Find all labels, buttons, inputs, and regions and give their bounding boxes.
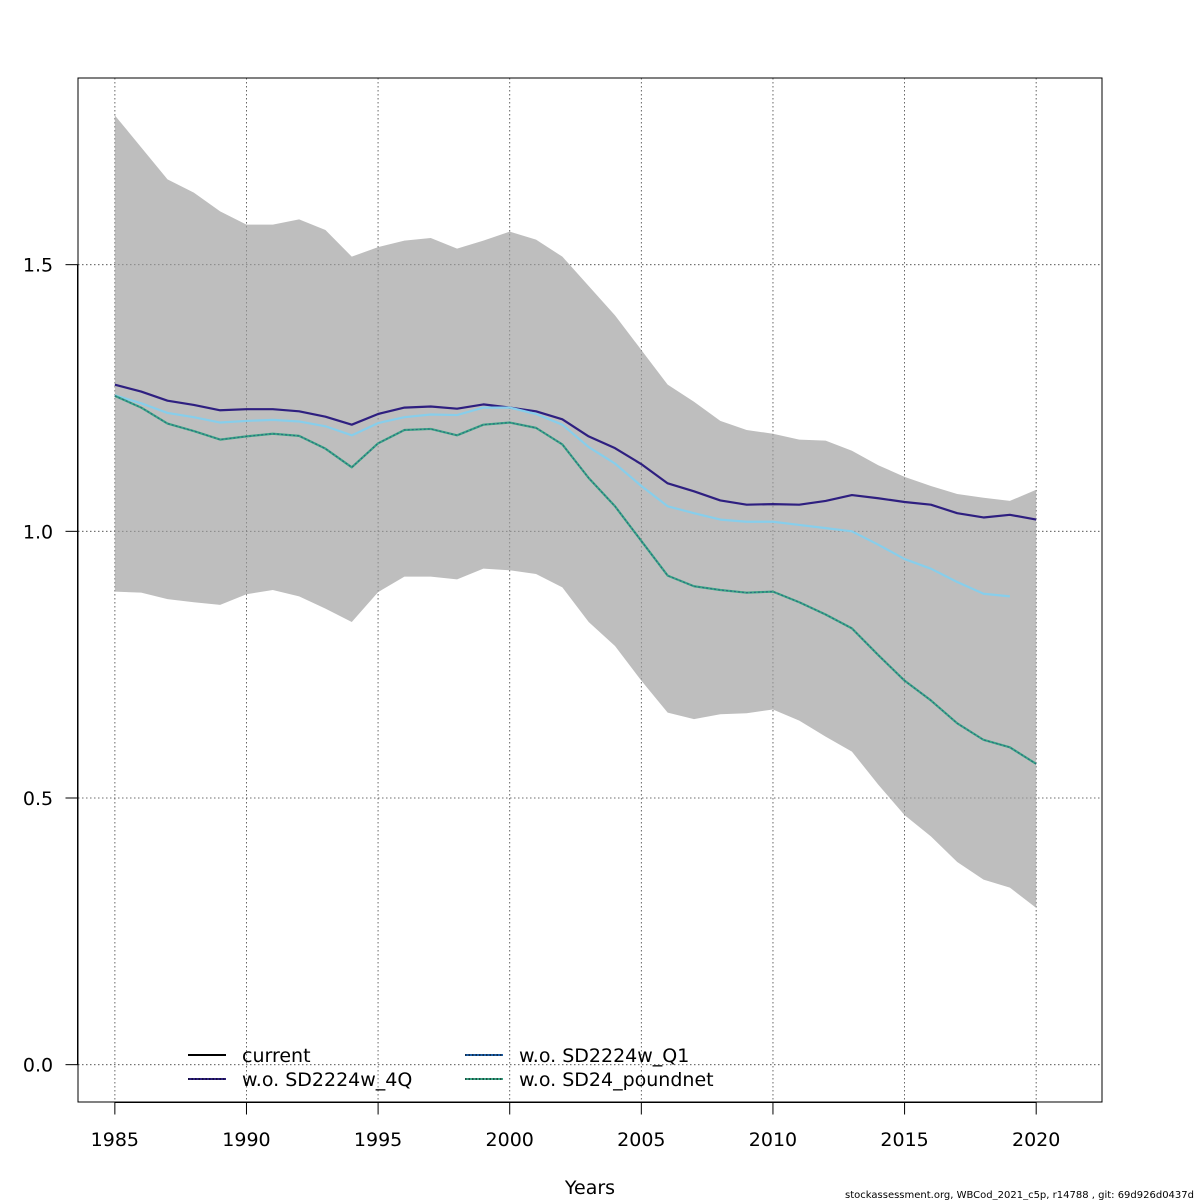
x-tick-label: 1995 [354,1129,402,1151]
grid-overlay [78,78,1102,1102]
legend-label: w.o. SD24_poundnet [519,1069,714,1091]
x-axis: 1985 1990 1995 2000 2005 2010 2015 2020 [91,1102,1060,1151]
y-tick-label: 1.5 [23,255,53,277]
x-axis-title: Years [564,1177,615,1199]
y-tick-label: 0.5 [23,788,53,810]
y-tick-label: 1.0 [23,521,53,543]
x-tick-label: 2005 [617,1129,665,1151]
confidence-band [114,115,1037,908]
x-tick-label: 2010 [749,1129,797,1151]
x-tick-label: 2000 [486,1129,534,1151]
legend-label: w.o. SD2224w_Q1 [519,1045,689,1067]
series-line [114,394,1010,598]
x-tick-label: 1985 [91,1129,139,1151]
footnote: stockassessment.org, WBCod_2021_c5p, r14… [845,1190,1194,1200]
x-tick-label: 2020 [1012,1129,1060,1151]
legend-label: current [242,1045,311,1067]
series-line [114,383,1037,521]
y-axis: 0.0 0.5 1.0 1.5 [23,255,78,1077]
x-tick-label: 1990 [222,1129,270,1151]
x-tick-label: 2015 [880,1129,928,1151]
y-tick-label: 0.0 [23,1055,53,1077]
confidence-band-area [114,115,1037,908]
series-lines [114,383,1037,765]
series-line [114,395,1037,765]
legend-label: w.o. SD2224w_4Q [242,1069,412,1091]
